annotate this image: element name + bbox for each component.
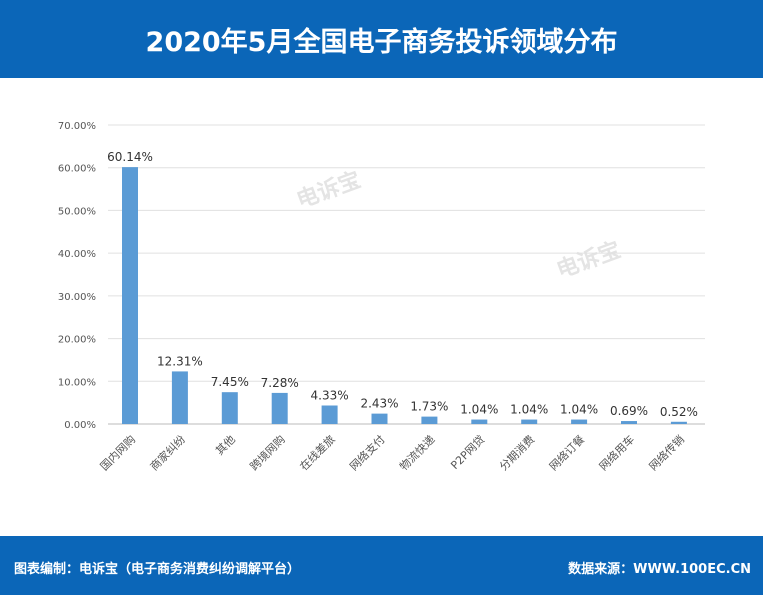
data-label: 1.73% — [410, 400, 448, 414]
bar — [621, 421, 637, 424]
x-tick-label: 物流快递 — [397, 432, 438, 473]
bar — [171, 371, 188, 424]
footer: 图表编制：电诉宝（电子商务消费纠纷调解平台） 数据来源：WWW.100EC.CN — [0, 536, 763, 595]
x-tick-label: 网络订餐 — [546, 432, 587, 473]
data-label: 7.45% — [211, 375, 249, 389]
watermark-logo: 电诉宝 — [293, 167, 364, 214]
y-tick-label: 50.00% — [58, 206, 96, 217]
y-tick-label: 0.00% — [64, 420, 96, 431]
x-tick-label: 分期消费 — [496, 432, 537, 473]
bar — [371, 413, 388, 424]
x-tick-label: 国内网购 — [97, 432, 138, 473]
footer-source: 数据来源：WWW.100EC.CN — [568, 562, 751, 577]
y-tick-label: 10.00% — [58, 377, 96, 388]
y-tick-label: 60.00% — [58, 164, 96, 175]
data-label: 1.04% — [560, 403, 598, 417]
bar — [670, 421, 687, 424]
x-tick-label: 跨境网购 — [247, 432, 288, 473]
x-tick-label: 网络传销 — [646, 432, 687, 473]
data-label: 0.69% — [610, 404, 648, 418]
data-label: 7.28% — [261, 376, 299, 390]
bar — [271, 392, 288, 424]
y-tick-label: 40.00% — [58, 249, 96, 260]
data-label: 2.43% — [360, 397, 398, 411]
data-label: 4.33% — [311, 389, 349, 403]
bar — [421, 416, 438, 424]
bar-chart: 电诉宝电诉宝0.00%10.00%20.00%30.00%40.00%50.00… — [58, 121, 705, 473]
footer-credit: 图表编制：电诉宝（电子商务消费纠纷调解平台） — [14, 562, 301, 577]
x-tick-label: 网络用车 — [596, 432, 637, 473]
chart-title: 2020年5月全国电子商务投诉领域分布 — [0, 0, 763, 78]
x-tick-label: 其他 — [213, 433, 238, 458]
bar — [122, 167, 138, 425]
data-label: 60.14% — [107, 150, 153, 164]
bar — [521, 419, 538, 424]
data-label: 0.52% — [660, 405, 698, 419]
x-tick-label: 商家纠纷 — [147, 432, 188, 473]
x-tick-label: 网络支付 — [347, 432, 388, 473]
watermark-logo: 电诉宝 — [553, 237, 624, 284]
bar — [221, 392, 238, 424]
y-tick-label: 70.00% — [58, 121, 96, 132]
data-label: 1.04% — [460, 403, 498, 417]
data-label: 1.04% — [510, 403, 548, 417]
bar — [571, 419, 588, 424]
y-tick-label: 20.00% — [58, 335, 96, 346]
x-tick-label: P2P网贷 — [448, 432, 488, 472]
y-tick-label: 30.00% — [58, 292, 96, 303]
bar — [471, 419, 488, 424]
data-label: 12.31% — [157, 354, 203, 368]
bar — [321, 405, 338, 424]
x-tick-label: 在线差旅 — [297, 432, 338, 473]
